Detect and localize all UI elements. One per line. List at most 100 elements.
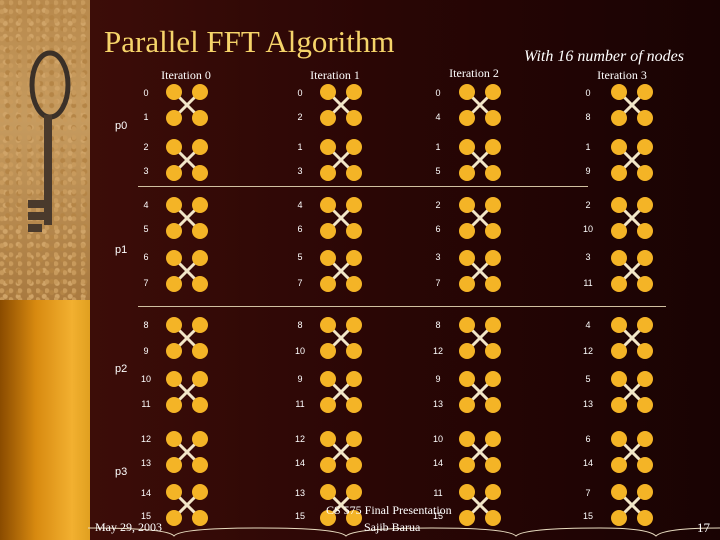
butterfly-c1-g2 [320,197,362,239]
butterfly-node [637,165,653,181]
node-index-c0-r0: 0 [143,88,149,98]
butterfly-node [192,250,208,266]
butterfly-node [611,84,627,100]
node-index-c2-r3: 5 [435,166,441,176]
butterfly-node [485,317,501,333]
node-index-c3-r3: 9 [585,166,591,176]
butterfly-node [459,197,475,213]
node-index-c2-r13: 14 [432,458,443,468]
node-index-c3-r5: 10 [582,224,593,234]
butterfly-node [459,431,475,447]
butterfly-node [166,223,182,239]
node-index-c3-r7: 11 [583,278,593,288]
node-index-c1-r2: 1 [297,142,303,152]
butterfly-node [459,223,475,239]
butterfly-node [166,431,182,447]
butterfly-c3-g4 [611,317,653,359]
node-index-c1-r8: 8 [297,320,303,330]
node-index-c1-r14: 13 [294,488,305,498]
butterfly-node [611,276,627,292]
node-index-c3-r12: 6 [585,434,591,444]
node-index-c3-r10: 5 [585,374,591,384]
node-index-c2-r15: 15 [432,511,443,521]
butterfly-c3-g0 [611,84,653,126]
butterfly-node [459,484,475,500]
butterfly-c1-g5 [320,371,362,413]
page-number: 17 [697,520,710,535]
processor-label-p3: p3 [115,466,128,478]
node-index-c2-r11: 13 [432,399,443,409]
node-index-c0-r10: 10 [140,374,151,384]
butterfly-node [485,371,501,387]
butterfly-node [611,197,627,213]
butterfly-node [166,343,182,359]
butterfly-node [611,371,627,387]
butterfly-node [192,197,208,213]
butterfly-node [346,250,362,266]
butterfly-node [192,371,208,387]
processor-label-p2: p2 [115,363,128,375]
butterfly-node [320,110,336,126]
butterfly-node [346,484,362,500]
butterfly-node [346,110,362,126]
node-index-c0-r2: 2 [143,142,149,152]
butterfly-node [459,165,475,181]
node-index-c2-r8: 8 [435,320,441,330]
butterfly-node [459,371,475,387]
butterfly-c2-g4 [459,317,501,359]
butterfly-node [192,139,208,155]
butterfly-node [192,165,208,181]
processor-divider-2 [138,306,666,307]
node-index-c2-r2: 1 [435,142,441,152]
butterfly-node [320,343,336,359]
node-index-c1-r13: 14 [294,458,305,468]
butterfly-node [346,84,362,100]
butterfly-c0-g6 [166,431,208,473]
butterfly-c0-g2 [166,197,208,239]
butterfly-node [459,84,475,100]
butterfly-node [637,510,653,526]
butterfly-node [192,343,208,359]
butterfly-node [320,223,336,239]
butterfly-node [637,397,653,413]
butterfly-c1-g7 [320,484,362,526]
node-index-c2-r10: 9 [435,374,441,384]
butterfly-c1-g3 [320,250,362,292]
butterfly-node [611,484,627,500]
butterfly-node [192,223,208,239]
node-index-c3-r1: 8 [585,112,591,122]
node-index-c0-r5: 5 [143,224,149,234]
butterfly-node [192,457,208,473]
butterfly-c2-g5 [459,371,501,413]
node-index-c2-r0: 0 [435,88,441,98]
butterfly-node [192,397,208,413]
butterfly-node [485,510,501,526]
butterfly-node [485,110,501,126]
butterfly-c0-g0 [166,84,208,126]
butterfly-node [192,431,208,447]
butterfly-node [192,110,208,126]
slide-title: Parallel FFT Algorithm [104,24,395,59]
node-index-c2-r7: 7 [435,278,441,288]
butterfly-node [166,250,182,266]
butterfly-node [611,431,627,447]
butterfly-node [459,276,475,292]
processor-label-p1: p1 [115,244,128,256]
butterfly-node [346,371,362,387]
butterfly-node [485,431,501,447]
butterfly-node [637,223,653,239]
butterfly-node [346,510,362,526]
butterfly-node [611,165,627,181]
butterfly-node [459,397,475,413]
butterfly-node [611,317,627,333]
butterfly-node [346,197,362,213]
butterfly-node [637,110,653,126]
butterfly-node [459,457,475,473]
butterfly-node [637,84,653,100]
node-index-c2-r14: 11 [433,488,443,498]
butterfly-node [637,457,653,473]
node-index-c2-r12: 10 [432,434,443,444]
butterfly-c2-g0 [459,84,501,126]
butterfly-node [320,197,336,213]
